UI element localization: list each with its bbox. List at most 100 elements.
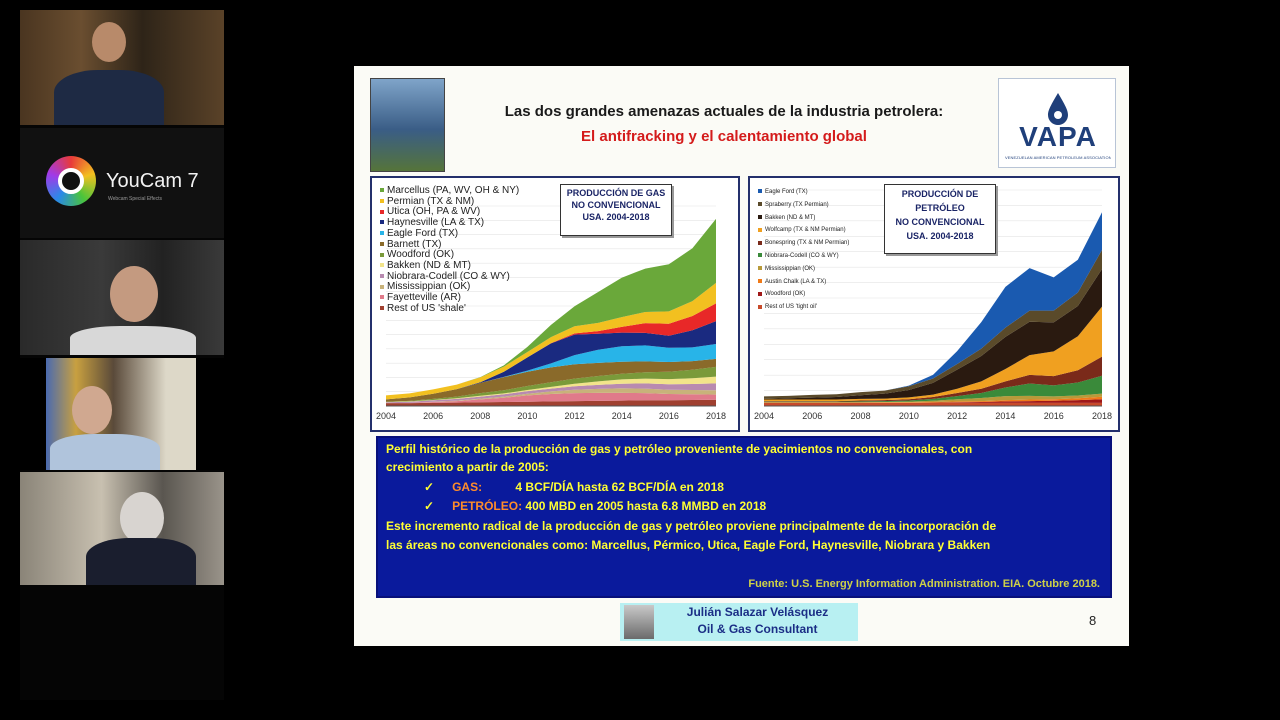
legend-label: Niobrara-Codell (CO & WY) bbox=[765, 252, 839, 259]
legend-swatch bbox=[380, 284, 384, 289]
slide-subtitle: El antifracking y el calentamiento globa… bbox=[581, 128, 867, 145]
area-series-7 bbox=[764, 268, 1102, 400]
info-gas-line: ✓ GAS: 4 BCF/DÍA hasta 62 BCF/DÍA en 2018 bbox=[424, 480, 724, 494]
participant-video-2[interactable] bbox=[20, 240, 224, 355]
legend-swatch bbox=[380, 273, 384, 278]
legend-label: Austin Chalk (LA & TX) bbox=[765, 278, 827, 285]
gas-chart-legend: Marcellus (PA, WV, OH & NY) Permian (TX &… bbox=[380, 185, 519, 315]
participant-body bbox=[86, 538, 196, 585]
legend-label: Barnett (TX) bbox=[387, 238, 442, 250]
x-tick-label: 2018 bbox=[706, 411, 726, 421]
legend-label: Rest of US 'shale' bbox=[387, 302, 466, 314]
area-series-4 bbox=[764, 375, 1102, 403]
legend-swatch bbox=[758, 240, 762, 245]
petroleum-label: PETRÓLEO: bbox=[452, 499, 523, 513]
page-number: 8 bbox=[1089, 613, 1097, 628]
x-tick-label: 2008 bbox=[470, 411, 490, 421]
area-series-4 bbox=[386, 376, 716, 403]
participant-body bbox=[50, 434, 160, 470]
legend-entry: Woodford (OK) bbox=[380, 249, 519, 261]
x-tick-label: 2010 bbox=[899, 411, 919, 421]
area-series-11 bbox=[386, 218, 716, 396]
area-series-5 bbox=[764, 356, 1102, 402]
participant-face bbox=[72, 386, 112, 434]
book-cover-image bbox=[370, 78, 445, 172]
youcam-logo-icon bbox=[46, 156, 96, 206]
legend-label: Bonespring (TX & NM Permian) bbox=[765, 240, 850, 247]
participant-strip: YouCam 7 Webcam Special Effects bbox=[20, 10, 224, 700]
legend-swatch bbox=[758, 215, 762, 220]
legend-entry: Bakken (ND & MT) bbox=[380, 260, 519, 272]
x-tick-label: 2008 bbox=[851, 411, 871, 421]
area-series-5 bbox=[386, 366, 716, 402]
legend-swatch bbox=[380, 252, 384, 257]
participant-video-3[interactable] bbox=[20, 358, 224, 470]
legend-entry: Fayetteville (AR) bbox=[380, 292, 519, 304]
x-tick-label: 2004 bbox=[754, 411, 774, 421]
legend-entry: Woodford (OK) bbox=[758, 288, 849, 301]
area-series-2 bbox=[386, 388, 716, 404]
legend-label: Bakken (ND & MT) bbox=[765, 214, 816, 221]
oil-title-line: NO CONVENCIONAL bbox=[895, 217, 985, 227]
oil-chart-legend: Eagle Ford (TX) Spraberry (TX Permian) Bak… bbox=[758, 186, 849, 314]
legend-label: Mississippian (OK) bbox=[387, 281, 471, 293]
area-series-1 bbox=[764, 399, 1102, 403]
gas-chart-title: PRODUCCIÓN DE GAS NO CONVENCIONAL USA. 2… bbox=[560, 184, 672, 236]
legend-label: Utica (OH, PA & WV) bbox=[387, 206, 481, 218]
participant-video-1[interactable] bbox=[20, 10, 224, 125]
participant-body bbox=[54, 70, 164, 125]
legend-swatch bbox=[758, 279, 762, 283]
legend-entry: Marcellus (PA, WV, OH & NY) bbox=[380, 185, 519, 197]
legend-entry: Mississippian (OK) bbox=[758, 263, 849, 276]
area-series-9 bbox=[386, 303, 716, 400]
legend-label: Spraberry (TX Permian) bbox=[765, 201, 829, 208]
youcam-tile: YouCam 7 Webcam Special Effects bbox=[20, 128, 224, 238]
youcam-tagline: Webcam Special Effects bbox=[108, 196, 163, 202]
participant-video-4[interactable] bbox=[20, 472, 224, 585]
area-series-10 bbox=[386, 282, 716, 400]
participant-face bbox=[110, 266, 158, 322]
oil-chart-title: PRODUCCIÓN DE PETRÓLEO NO CONVENCIONAL U… bbox=[884, 184, 996, 254]
gas-production-chart: 2004 2006 2008 2010 2012 2014 2016 2018 Marcell… bbox=[370, 176, 740, 432]
legend-entry: Haynesville (LA & TX) bbox=[380, 217, 519, 229]
check-icon: ✓ bbox=[424, 499, 435, 513]
area-series-1 bbox=[386, 392, 716, 404]
legend-entry: Eagle Ford (TX) bbox=[380, 227, 519, 240]
legend-label: Eagle Ford (TX) bbox=[765, 189, 808, 195]
x-tick-label: 2014 bbox=[995, 411, 1015, 421]
info-line-6: las áreas no convencionales como: Marcel… bbox=[386, 538, 991, 552]
area-series-0 bbox=[764, 402, 1102, 406]
legend-swatch bbox=[758, 291, 762, 296]
legend-label: Woodford (OK) bbox=[765, 291, 806, 298]
gas-title-line: USA. 2004-2018 bbox=[582, 212, 650, 222]
legend-swatch bbox=[758, 304, 762, 309]
participant-body bbox=[70, 326, 196, 355]
legend-swatch bbox=[380, 263, 384, 268]
legend-swatch bbox=[758, 227, 762, 232]
oil-title-line: PRODUCCIÓN DE bbox=[901, 189, 979, 199]
legend-label: Rest of US 'tight oil' bbox=[765, 304, 817, 311]
legend-entry: Niobrara-Codell (CO & WY) bbox=[380, 271, 519, 283]
youcam-label: YouCam 7 bbox=[106, 170, 199, 192]
author-banner: Julián Salazar Velásquez Oil & Gas Consu… bbox=[620, 603, 858, 641]
legend-swatch bbox=[380, 199, 384, 204]
area-series-8 bbox=[386, 321, 716, 400]
oil-production-chart: 2004 2006 2008 2010 2012 2014 2016 2018 Eagle F… bbox=[748, 176, 1120, 432]
area-series-7 bbox=[386, 344, 716, 400]
legend-label: Mississippian (OK) bbox=[765, 265, 816, 272]
legend-entry: Eagle Ford (TX) bbox=[758, 186, 849, 199]
x-tick-label: 2014 bbox=[612, 411, 632, 421]
legend-entry: Barnett (TX) bbox=[380, 238, 519, 251]
legend-label: Eagle Ford (TX) bbox=[387, 227, 459, 239]
x-tick-label: 2016 bbox=[1044, 411, 1064, 421]
oil-chart-plot: 2004 2006 2008 2010 2012 2014 2016 2018 bbox=[754, 189, 1112, 421]
x-tick-label: 2006 bbox=[423, 411, 443, 421]
vapa-logo: VAPA VENEZUELAN AMERICAN PETROLEUM ASSOC… bbox=[998, 78, 1116, 168]
legend-swatch bbox=[758, 266, 762, 271]
legend-label: Fayetteville (AR) bbox=[387, 292, 461, 304]
participant-face bbox=[92, 22, 126, 62]
legend-swatch bbox=[380, 188, 384, 193]
legend-entry: Rest of US 'shale' bbox=[380, 302, 519, 315]
area-series-6 bbox=[764, 306, 1102, 402]
legend-swatch bbox=[758, 253, 762, 258]
